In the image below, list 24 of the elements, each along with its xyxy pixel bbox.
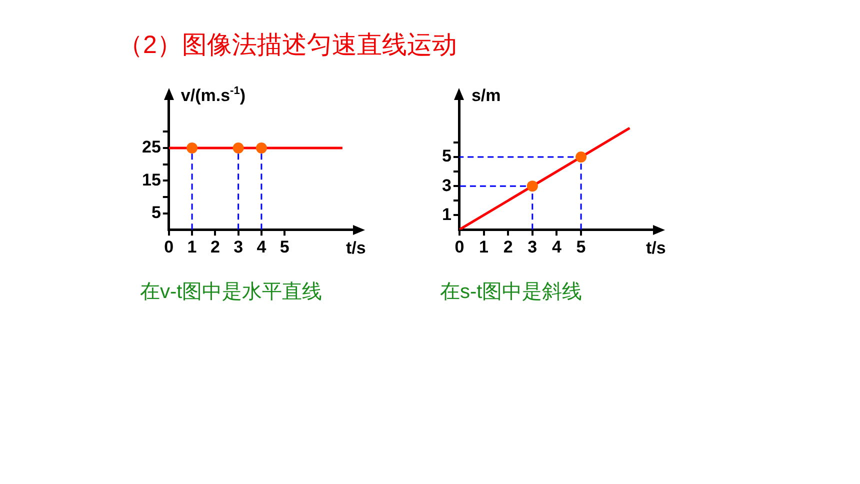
x-tick-label: 5 <box>576 237 586 256</box>
x-tick-label: 2 <box>503 237 513 256</box>
x-tick-label: 1 <box>187 237 197 256</box>
y-tick-label: 5 <box>442 146 452 166</box>
y-tick-label: 1 <box>442 204 452 224</box>
y-tick-label: 25 <box>142 138 161 157</box>
chart-title: （2）图像法描述匀速直线运动 <box>118 30 457 61</box>
x-axis-title: t/s <box>346 238 366 258</box>
y-axis-title: s/m <box>471 86 501 105</box>
x-tick-label: 0 <box>164 237 174 256</box>
text: 在s-t图中是斜线 <box>440 280 584 305</box>
x-tick-label: 3 <box>234 237 244 256</box>
y-tick-label: 15 <box>142 170 161 190</box>
x-tick-label: 5 <box>280 237 290 256</box>
y-tick-label: 3 <box>442 176 452 195</box>
x-axis-title: t/s <box>646 238 666 258</box>
x-tick-label: 4 <box>256 237 267 256</box>
text: 在v-t图中是水平直线 <box>140 280 324 305</box>
y-tick-label: 5 <box>151 202 161 222</box>
x-tick-label: 4 <box>552 237 562 256</box>
x-tick-label: 2 <box>210 237 220 256</box>
x-tick-label: 3 <box>528 237 538 256</box>
x-tick-label: 1 <box>479 237 489 256</box>
x-tick-label: 0 <box>454 237 464 256</box>
